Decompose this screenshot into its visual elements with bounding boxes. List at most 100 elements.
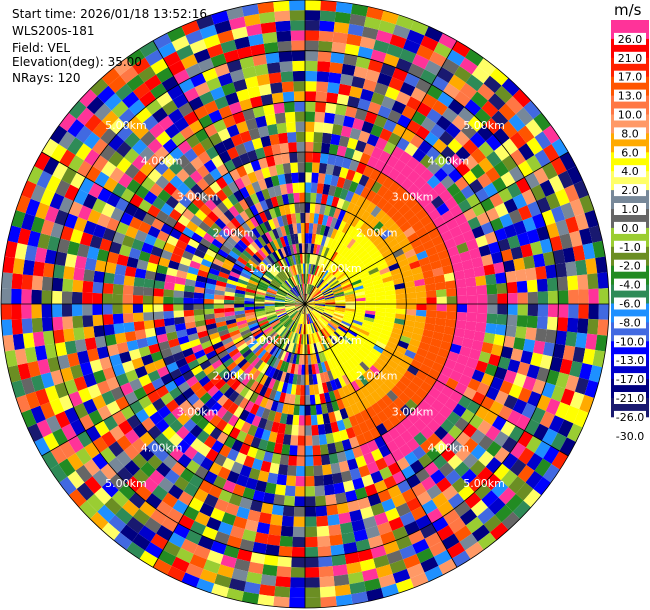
velocity-gate — [256, 314, 267, 320]
velocity-gate — [143, 287, 154, 297]
velocity-gate — [401, 105, 417, 120]
velocity-gate — [290, 233, 296, 245]
velocity-gate — [208, 109, 223, 124]
velocity-gate — [370, 470, 384, 484]
velocity-gate — [300, 324, 303, 335]
velocity-gate — [311, 333, 316, 344]
velocity-gate — [489, 67, 509, 86]
velocity-gate — [385, 304, 397, 309]
velocity-gate — [93, 325, 105, 338]
velocity-gate — [459, 508, 478, 526]
velocity-gate — [333, 389, 342, 401]
velocity-gate — [328, 321, 338, 330]
velocity-gate — [478, 157, 494, 173]
velocity-gate — [160, 202, 174, 216]
velocity-gate — [226, 375, 238, 387]
velocity-gate — [238, 198, 250, 211]
velocity-gate — [328, 524, 342, 536]
velocity-gate — [319, 586, 336, 598]
velocity-gate — [387, 484, 402, 499]
colorbar-tick-label: 1.0 — [621, 203, 639, 216]
velocity-gate — [125, 475, 143, 493]
velocity-gate — [436, 310, 447, 319]
velocity-gate — [191, 451, 206, 466]
velocity-gate — [222, 422, 235, 436]
velocity-gate — [132, 82, 151, 100]
velocity-gate — [434, 354, 447, 366]
velocity-gate — [415, 291, 427, 299]
velocity-gate — [244, 306, 255, 311]
velocity-gate — [542, 143, 560, 163]
velocity-gate — [562, 247, 576, 263]
velocity-gate — [296, 223, 302, 234]
velocity-gate — [261, 408, 271, 420]
velocity-gate — [377, 336, 389, 346]
velocity-gate — [184, 321, 196, 330]
velocity-gate — [332, 316, 343, 323]
velocity-gate — [545, 329, 557, 344]
velocity-gate — [35, 388, 50, 406]
velocity-gate — [53, 264, 65, 279]
velocity-gate — [361, 568, 379, 582]
velocity-gate — [541, 382, 556, 399]
velocity-gate — [314, 306, 325, 310]
velocity-gate — [203, 435, 217, 449]
velocity-gate — [226, 448, 240, 462]
velocity-gate — [91, 138, 109, 156]
velocity-gate — [178, 78, 195, 94]
velocity-gate — [331, 400, 340, 412]
velocity-gate — [305, 556, 319, 568]
velocity-gate — [376, 225, 388, 237]
velocity-gate — [278, 51, 293, 63]
velocity-gate — [395, 232, 407, 244]
velocity-gate — [154, 145, 170, 161]
velocity-gate — [542, 125, 560, 144]
velocity-gate — [152, 196, 166, 211]
velocity-gate — [275, 432, 285, 445]
velocity-gate — [393, 397, 406, 410]
velocity-gate — [331, 283, 342, 291]
velocity-gate — [228, 348, 240, 358]
velocity-gate — [475, 275, 487, 286]
velocity-gate — [354, 108, 368, 121]
velocity-gate — [341, 374, 351, 386]
velocity-gate — [194, 370, 207, 382]
velocity-gate — [293, 192, 300, 204]
velocity-gate — [196, 430, 210, 444]
velocity-gate — [510, 348, 524, 362]
velocity-gate — [147, 168, 162, 183]
velocity-gate — [342, 283, 353, 290]
velocity-gate — [138, 66, 156, 83]
velocity-gate — [217, 248, 229, 259]
velocity-gate — [305, 233, 309, 244]
velocity-gate — [379, 266, 391, 275]
velocity-gate — [232, 111, 246, 125]
velocity-gate — [279, 286, 289, 293]
velocity-gate — [167, 338, 180, 348]
velocity-gate — [125, 369, 139, 383]
velocity-gate — [546, 316, 558, 331]
velocity-gate — [267, 186, 277, 198]
velocity-gate — [284, 424, 293, 436]
velocity-gate — [328, 452, 339, 465]
velocity-gate — [169, 175, 184, 189]
velocity-gate — [375, 386, 387, 399]
velocity-gate — [453, 90, 471, 108]
velocity-gate — [411, 266, 423, 276]
velocity-gate — [344, 551, 360, 565]
velocity-gate — [237, 371, 248, 383]
velocity-gate — [344, 190, 355, 203]
velocity-gate — [154, 160, 169, 176]
velocity-gate — [333, 289, 344, 295]
velocity-gate — [307, 284, 312, 295]
velocity-gate — [234, 177, 246, 190]
velocity-gate — [372, 236, 384, 247]
velocity-gate — [306, 313, 310, 325]
velocity-gate — [424, 26, 444, 43]
velocity-gate — [308, 285, 314, 295]
velocity-gate — [458, 484, 475, 501]
velocity-gate — [295, 304, 305, 308]
velocity-gate — [116, 435, 132, 451]
velocity-gate — [133, 468, 150, 485]
velocity-gate — [545, 264, 557, 279]
